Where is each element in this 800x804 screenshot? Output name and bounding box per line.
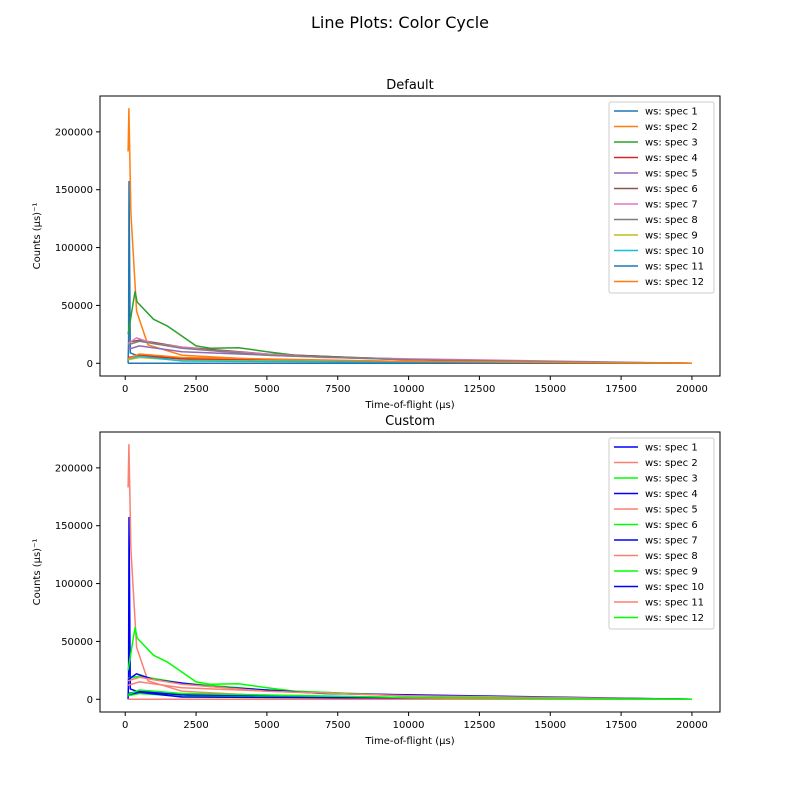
y-tick-label: 100000 [55, 579, 93, 590]
x-tick-label: 2500 [183, 384, 208, 395]
subplot-title: Default [386, 78, 434, 93]
series-line-2 [127, 443, 692, 701]
series-line-8 [127, 340, 692, 365]
series-line-1 [127, 180, 692, 365]
legend-label: ws: spec 7 [645, 200, 698, 211]
x-tick-label: 17500 [605, 720, 637, 731]
legend-label: ws: spec 5 [645, 169, 698, 180]
y-tick-label: 200000 [55, 127, 93, 138]
x-tick-label: 5000 [254, 384, 279, 395]
legend-label: ws: spec 6 [645, 184, 698, 195]
figure-title: Line Plots: Color Cycle [311, 13, 489, 32]
series-lines [127, 443, 692, 701]
series-line-12 [127, 689, 692, 701]
x-axis-label: Time-of-flight (μs) [364, 736, 454, 747]
x-tick-label: 10000 [393, 384, 425, 395]
legend-box [608, 101, 715, 294]
legend-label: ws: spec 8 [645, 551, 698, 562]
series-line-8 [127, 676, 692, 701]
legend-box [608, 437, 715, 630]
legend-label: ws: spec 1 [645, 443, 698, 454]
legend: ws: spec 1 ws: spec 2 ws: spec 3 ws: spec 4… [608, 101, 715, 294]
legend-label: ws: spec 7 [645, 536, 698, 547]
legend-label: ws: spec 12 [645, 613, 704, 624]
axes-frame [99, 431, 721, 713]
x-tick-label: 10000 [393, 720, 425, 731]
legend-label: ws: spec 4 [645, 489, 698, 500]
legend-label: ws: spec 10 [645, 582, 704, 593]
legend-label: ws: spec 11 [645, 598, 704, 609]
subplot-title: Custom [385, 414, 435, 429]
legend-label: ws: spec 2 [645, 122, 698, 133]
legend-label: ws: spec 2 [645, 458, 698, 469]
y-tick-label: 50000 [61, 637, 93, 648]
legend-label: ws: spec 9 [645, 231, 698, 242]
x-tick-label: 5000 [254, 720, 279, 731]
series-line-1 [127, 516, 692, 701]
legend-label: ws: spec 10 [645, 246, 704, 257]
y-axis-label: Counts (μs)⁻¹ [32, 203, 43, 270]
subplot-1: Default 0 2500 5000 7500 10000 12500 15000 17500… [32, 78, 721, 411]
x-tick-label: 15000 [534, 720, 566, 731]
x-tick-label: 15000 [534, 384, 566, 395]
legend-label: ws: spec 8 [645, 215, 698, 226]
y-tick-label: 0 [87, 359, 93, 370]
legend-label: ws: spec 11 [645, 262, 704, 273]
legend-label: ws: spec 12 [645, 277, 704, 288]
x-tick-label: 0 [122, 720, 128, 731]
subplot-2: Custom 0 2500 5000 7500 10000 12500 15000 17500 2… [32, 414, 721, 747]
y-tick-label: 150000 [55, 521, 93, 532]
legend-label: ws: spec 3 [645, 474, 698, 485]
legend-label: ws: spec 3 [645, 138, 698, 149]
y-tick-label: 100000 [55, 243, 93, 254]
x-tick-label: 20000 [676, 384, 708, 395]
x-tick-label: 2500 [183, 720, 208, 731]
y-tick-label: 0 [87, 695, 93, 706]
x-tick-label: 20000 [676, 720, 708, 731]
series-lines [127, 107, 692, 365]
y-axis-label: Counts (μs)⁻¹ [32, 539, 43, 606]
x-tick-label: 0 [122, 384, 128, 395]
y-tick-label: 50000 [61, 301, 93, 312]
x-tick-label: 7500 [325, 384, 350, 395]
legend-label: ws: spec 5 [645, 505, 698, 516]
legend-label: ws: spec 9 [645, 567, 698, 578]
legend-label: ws: spec 4 [645, 153, 698, 164]
series-line-2 [127, 107, 692, 365]
axes-frame [99, 95, 721, 377]
legend-label: ws: spec 1 [645, 107, 698, 118]
legend: ws: spec 1 ws: spec 2 ws: spec 3 ws: spec 4… [608, 437, 715, 630]
x-tick-label: 12500 [464, 720, 496, 731]
x-axis-label: Time-of-flight (μs) [364, 400, 454, 411]
y-tick-label: 150000 [55, 185, 93, 196]
y-tick-label: 200000 [55, 463, 93, 474]
series-line-12 [127, 353, 692, 365]
legend-label: ws: spec 6 [645, 520, 698, 531]
x-tick-label: 12500 [464, 384, 496, 395]
x-tick-label: 7500 [325, 720, 350, 731]
x-tick-label: 17500 [605, 384, 637, 395]
